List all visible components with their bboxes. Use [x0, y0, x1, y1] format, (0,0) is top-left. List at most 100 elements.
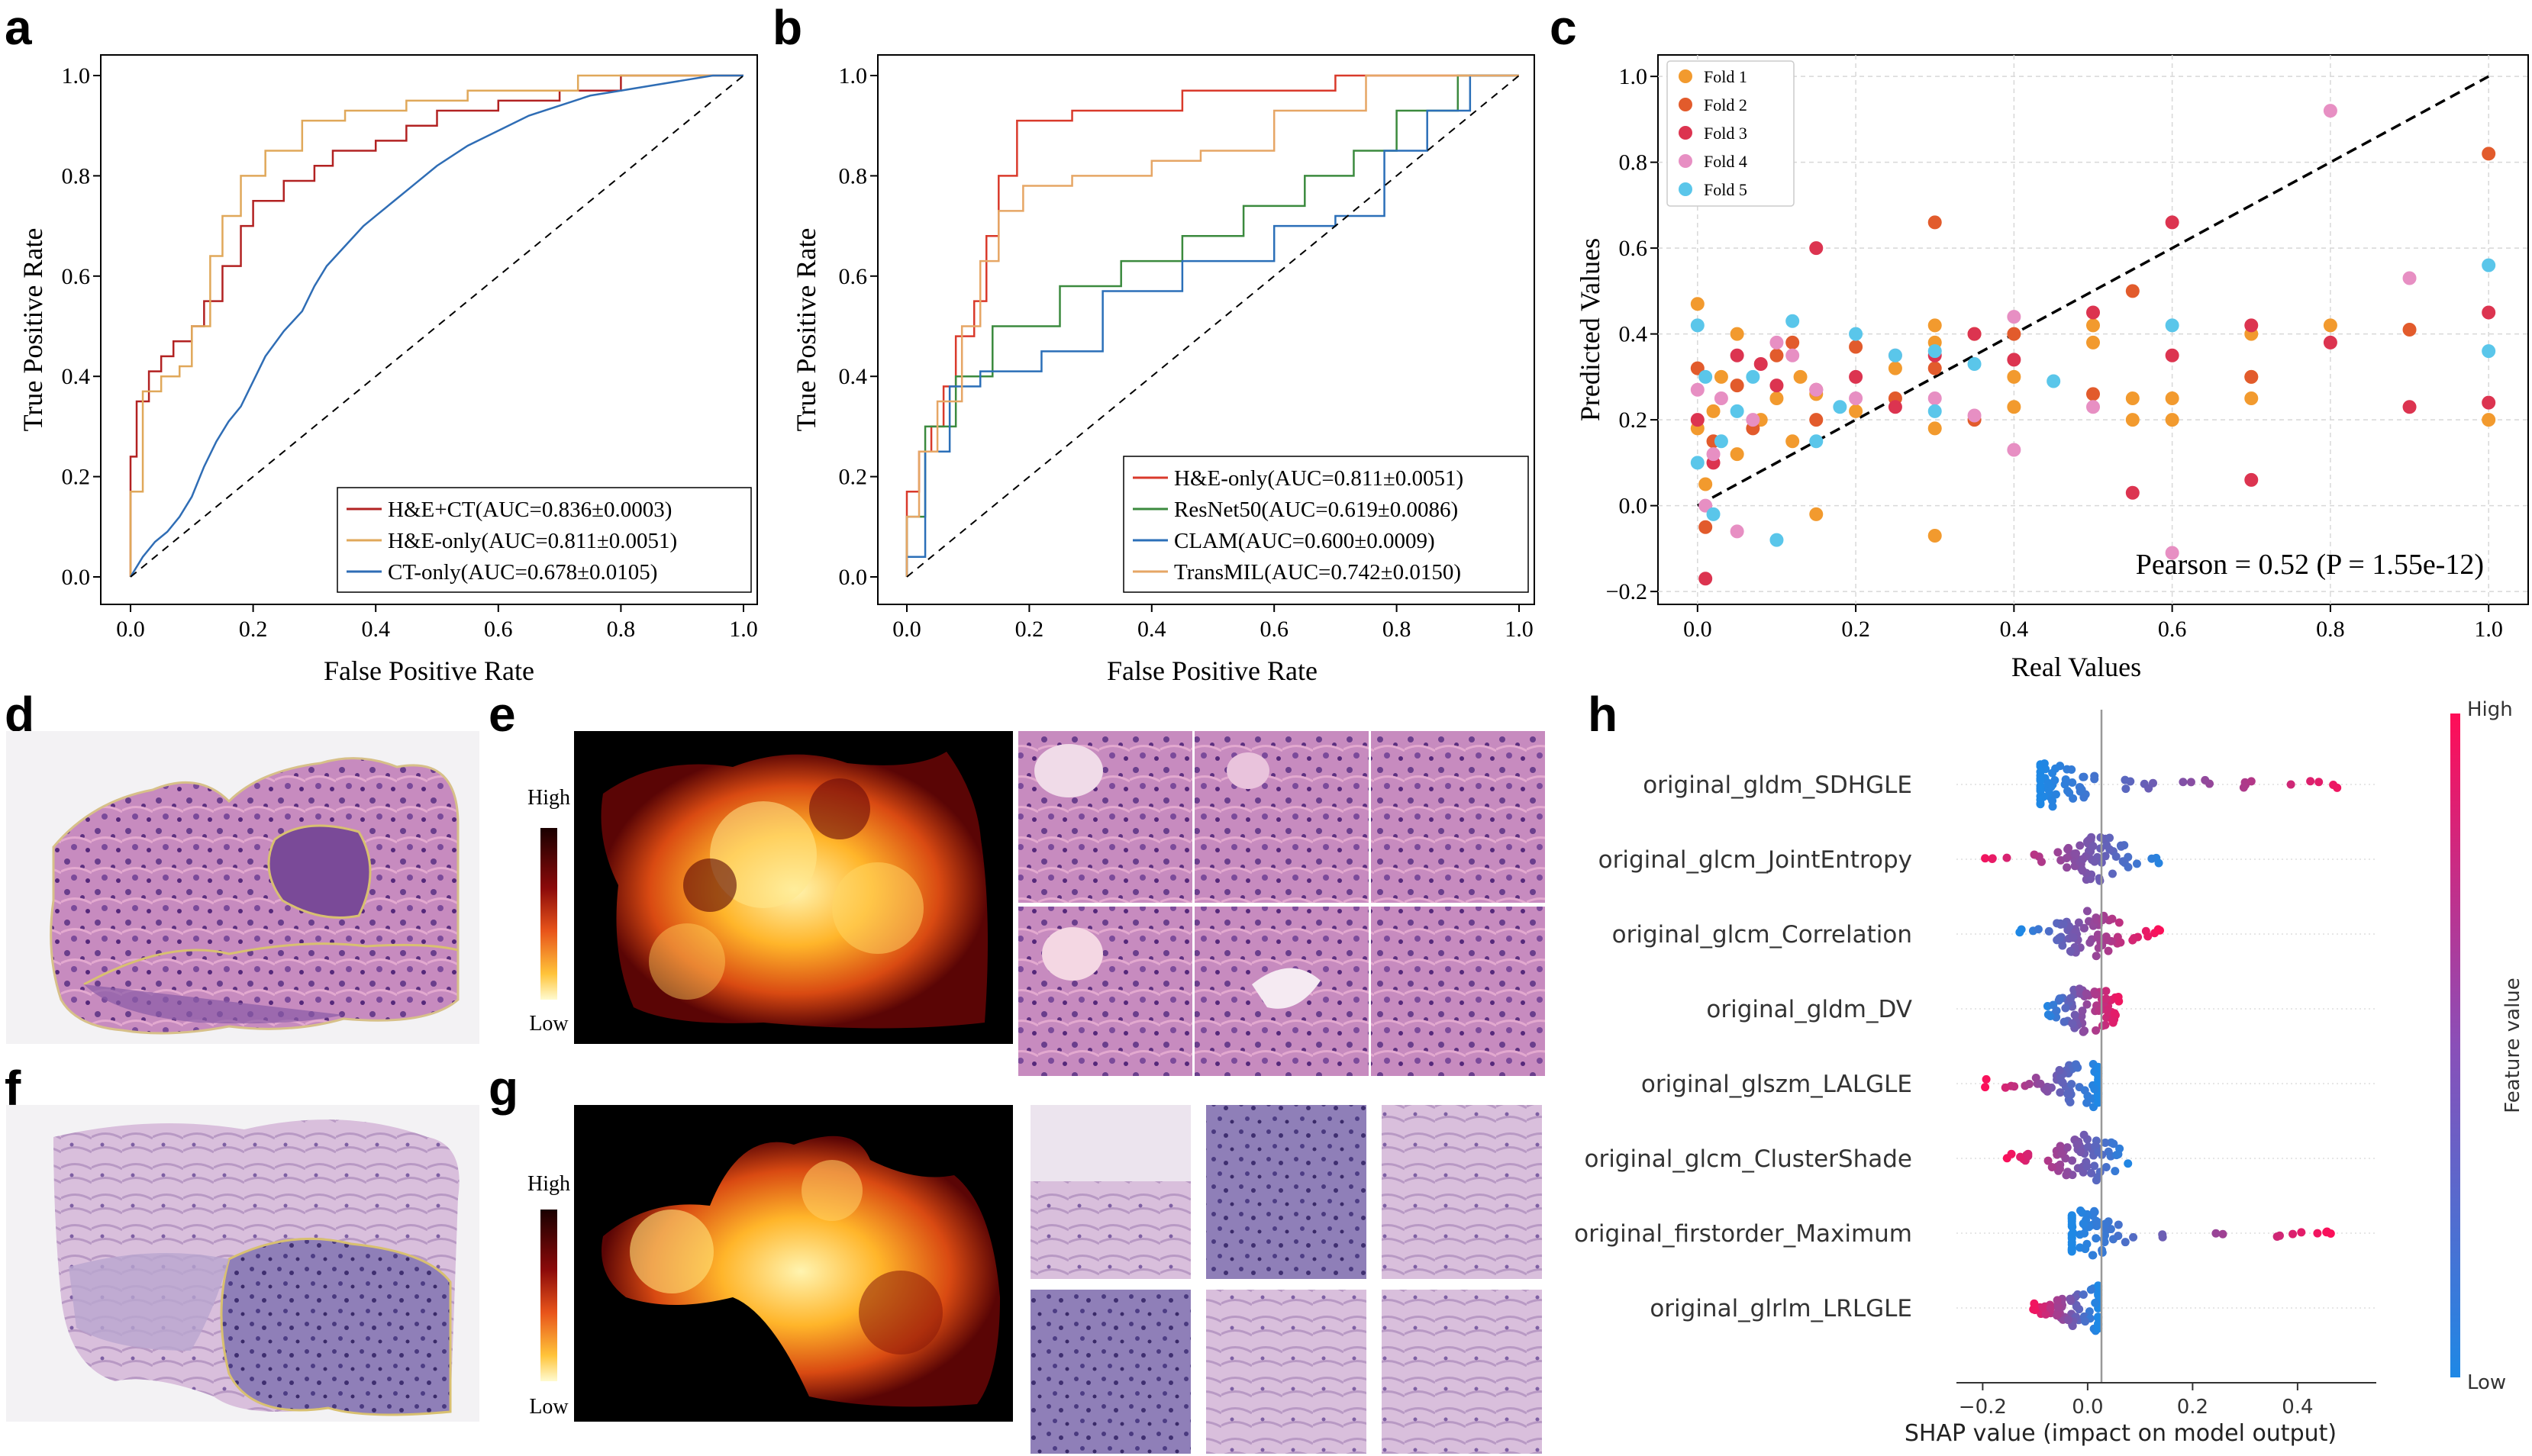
feature-label: original_glcm_ClusterShade — [1584, 1145, 1912, 1173]
legend-entry: Fold 3 — [1704, 124, 1747, 143]
shap-point — [2092, 952, 2101, 961]
y-axis-label: True Positive Rate — [791, 228, 821, 432]
x-tick-label: 0.6 — [484, 617, 513, 642]
shap-point — [2071, 1060, 2080, 1069]
x-tick-label: 0.4 — [2000, 617, 2029, 642]
shap-point — [2096, 844, 2105, 853]
scatter-point-fold-1 — [2482, 413, 2496, 427]
panel-g-heatmap: High Low — [527, 1105, 1013, 1422]
shap-point — [2067, 1245, 2076, 1255]
shap-point — [2067, 765, 2076, 774]
shap-point — [2094, 1075, 2103, 1084]
shap-point — [2108, 914, 2117, 923]
shap-point — [2101, 852, 2110, 861]
plot-frame — [100, 54, 758, 605]
shap-point — [2090, 1161, 2099, 1171]
shap-point — [2079, 772, 2088, 781]
y-tick-label: 0.4 — [839, 364, 868, 389]
shap-point — [2114, 1220, 2123, 1229]
heatmap-low-label: Low — [529, 1012, 569, 1036]
shap-point — [2100, 1231, 2109, 1240]
roc-curve-4 — [905, 74, 1519, 577]
colorbar-title: Feature value — [2501, 978, 2524, 1113]
feature-label: original_gldm_DV — [1706, 996, 1912, 1023]
shap-point — [2314, 778, 2324, 787]
scatter-point-fold-3 — [2482, 305, 2496, 320]
x-tick-label: 1.0 — [1505, 617, 1534, 642]
shap-point — [2088, 842, 2098, 851]
shap-point — [2063, 1143, 2072, 1152]
shap-point — [2082, 1000, 2092, 1009]
scatter-point-fold-1 — [1730, 447, 1744, 462]
shap-point — [2086, 875, 2095, 884]
y-tick-label: 0.0 — [839, 565, 868, 590]
shap-point — [2015, 928, 2024, 937]
scatter-point-fold-4 — [1967, 408, 1982, 423]
panel-e-heatmap: High Low — [527, 731, 1013, 1044]
legend-entry: TransMIL(AUC=0.742±0.0150) — [1174, 560, 1461, 585]
shap-point — [2275, 1231, 2284, 1240]
legend-entry: ResNet50(AUC=0.619±0.0086) — [1174, 498, 1458, 522]
shap-point — [2066, 947, 2075, 956]
shap-point — [2093, 1172, 2102, 1181]
scatter-point-fold-4 — [2007, 443, 2021, 457]
shap-point — [2085, 938, 2095, 947]
shap-point — [2147, 854, 2156, 863]
shap-point — [2103, 1007, 2112, 1016]
shap-point — [2110, 1009, 2119, 1018]
legend-entry: H&E-only(AUC=0.811±0.0051) — [388, 529, 677, 553]
scatter-point-fold-2 — [2086, 387, 2100, 401]
legend-entry: Fold 4 — [1704, 152, 1747, 171]
legend-entry: Fold 1 — [1704, 67, 1747, 86]
shap-summary-chart-h: original_gldm_SDHGLE original_glcm_JointE… — [1574, 698, 2524, 1447]
scatter-point-fold-3 — [1698, 572, 1713, 586]
scatter-point-fold-5 — [2482, 258, 2496, 272]
x-tick-label: 0.8 — [607, 617, 636, 642]
colorbar — [2450, 714, 2460, 1377]
scatter-point-fold-1 — [2125, 413, 2140, 427]
scatter-point-fold-3 — [2125, 485, 2140, 500]
x-tick-label: −0.2 — [1959, 1396, 2007, 1419]
legend-marker — [1679, 98, 1692, 111]
scatter-point-fold-3 — [1967, 327, 1982, 341]
shap-point — [2066, 1294, 2075, 1303]
shap-point — [2072, 1140, 2082, 1149]
heatmap-high-label: High — [527, 786, 570, 810]
scatter-point-fold-3 — [1769, 378, 1784, 393]
scatter-point-fold-4 — [1769, 335, 1784, 350]
scatter-point-fold-2 — [2402, 323, 2417, 337]
shap-point — [2143, 932, 2153, 941]
legend-frame — [1123, 456, 1529, 593]
legend-entry: Fold 5 — [1704, 180, 1747, 199]
colorbar-high-label: High — [2467, 698, 2513, 721]
scatter-point-fold-5 — [1833, 400, 1847, 414]
scatter-point-fold-5 — [1785, 314, 1800, 328]
y-axis-label: Predicted Values — [1575, 238, 1605, 421]
y-tick-label: 0.4 — [1619, 322, 1648, 347]
shap-point — [2094, 1320, 2103, 1329]
shap-point — [2080, 1086, 2089, 1095]
legend-marker — [1679, 154, 1692, 168]
scatter-point-fold-2 — [1785, 335, 1800, 350]
shap-point — [2079, 1290, 2088, 1300]
y-axis-label: True Positive Rate — [18, 228, 48, 432]
scatter-point-fold-4 — [1706, 447, 1721, 462]
feature-label: original_firstorder_Maximum — [1574, 1220, 1912, 1248]
shap-point — [2322, 1228, 2331, 1237]
scatter-point-fold-4 — [1927, 391, 1942, 405]
x-tick-label: 0.4 — [361, 617, 390, 642]
shap-point — [2030, 850, 2039, 859]
shap-point — [2071, 926, 2080, 936]
y-tick-label: 0.8 — [1619, 150, 1648, 176]
shap-point — [2114, 1232, 2123, 1241]
shap-point — [2218, 1229, 2227, 1239]
shap-point — [2101, 1219, 2110, 1229]
shap-point — [1982, 1074, 1991, 1084]
scatter-point-fold-5 — [1746, 369, 1760, 384]
panel-letter-c: c — [1550, 0, 1577, 55]
shap-point — [2041, 1309, 2050, 1319]
legend-entry: CT-only(AUC=0.678±0.0105) — [388, 560, 657, 585]
panel-letter-b: b — [773, 0, 802, 55]
scatter-point-fold-5 — [1849, 327, 1863, 341]
scatter-point-fold-1 — [1730, 327, 1744, 341]
